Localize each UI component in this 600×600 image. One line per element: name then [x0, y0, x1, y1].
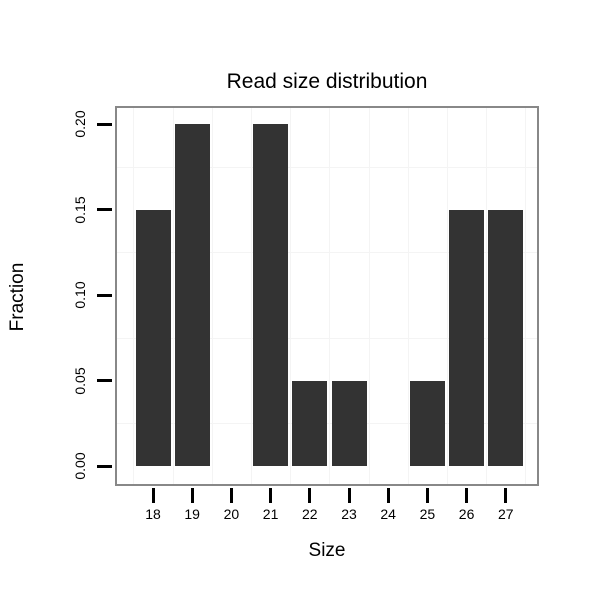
grid-line-vertical-minor — [133, 108, 135, 484]
chart-title: Read size distribution — [226, 70, 428, 93]
x-axis-tick — [386, 488, 390, 503]
x-tick-label: 20 — [223, 506, 240, 522]
y-axis-tick — [97, 379, 112, 382]
grid-line-vertical-minor — [329, 108, 331, 484]
grid-line-vertical-minor — [368, 108, 370, 484]
x-tick-label: 25 — [419, 506, 436, 522]
x-tick-label: 19 — [184, 506, 200, 522]
bar-size-19 — [174, 124, 210, 466]
y-tick-label: 0.00 — [72, 452, 88, 480]
x-axis-tick — [504, 488, 508, 503]
grid-line-vertical-minor — [447, 108, 448, 484]
y-axis-tick — [97, 122, 112, 126]
plot-panel — [115, 106, 539, 486]
x-axis-tick — [425, 488, 429, 503]
grid-line-horizontal-minor — [117, 337, 537, 339]
y-axis-tick — [97, 208, 112, 211]
bar-size-22 — [292, 380, 328, 466]
x-tick-label: 22 — [302, 506, 318, 522]
grid-line-vertical-minor — [290, 108, 292, 484]
bar-size-25 — [409, 380, 445, 466]
bar-size-26 — [449, 209, 485, 466]
grid-line-vertical-minor — [486, 108, 488, 484]
grid-line-vertical-minor — [525, 108, 527, 484]
bar-size-23 — [331, 380, 367, 466]
grid-line-vertical-minor — [172, 108, 174, 484]
bar-size-18 — [135, 209, 171, 466]
y-tick-label: 0.20 — [72, 110, 88, 138]
grid-line-vertical-minor — [251, 108, 252, 484]
grid-line-vertical-minor — [211, 108, 213, 484]
x-axis-tick — [347, 488, 351, 503]
x-tick-label: 23 — [341, 506, 357, 522]
x-axis-title: Size — [308, 540, 346, 561]
x-tick-label: 26 — [458, 506, 475, 522]
x-axis-tick — [229, 488, 233, 503]
grid-line-horizontal-minor — [117, 252, 537, 254]
x-tick-label: 24 — [380, 506, 396, 522]
x-tick-label: 27 — [498, 506, 514, 522]
y-tick-label: 0.05 — [72, 366, 88, 395]
x-axis-tick — [190, 488, 194, 503]
x-axis-tick — [465, 488, 469, 503]
y-axis-title: Fraction — [7, 262, 28, 332]
bar-size-21 — [253, 124, 289, 466]
y-axis-tick — [97, 293, 112, 297]
grid-line-vertical-minor — [407, 108, 409, 484]
x-axis-tick — [308, 488, 312, 503]
y-axis-tick — [97, 464, 112, 468]
x-tick-label: 18 — [145, 506, 161, 522]
x-axis-tick — [269, 488, 273, 503]
y-tick-label: 0.15 — [72, 195, 88, 224]
x-axis-tick — [151, 488, 155, 503]
x-tick-label: 21 — [262, 506, 279, 522]
bar-size-27 — [488, 209, 524, 466]
grid-line-horizontal-minor — [117, 166, 537, 168]
y-tick-label: 0.10 — [72, 281, 88, 309]
